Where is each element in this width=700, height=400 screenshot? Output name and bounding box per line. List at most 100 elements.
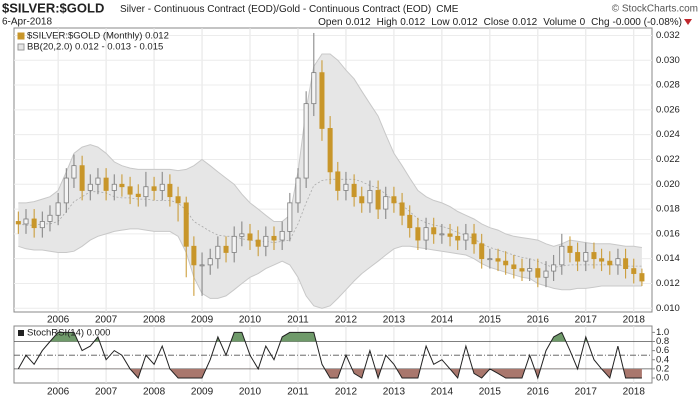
candle-body xyxy=(583,252,589,262)
x-tick-label: 2007 xyxy=(95,387,118,398)
quote-label: Open xyxy=(318,17,342,28)
candle-body xyxy=(495,258,501,262)
candle-body xyxy=(111,183,117,191)
candle-body xyxy=(511,264,517,269)
candle-body xyxy=(287,202,293,232)
x-tick-label: 2011 xyxy=(287,315,309,326)
candle-body xyxy=(135,193,141,198)
y-tick-label: 0.0 xyxy=(656,372,669,383)
candle-body xyxy=(335,171,341,191)
quote-label: Low xyxy=(431,17,450,28)
legend-entry: BB(20,2.0) 0.012 - 0.013 - 0.015 xyxy=(27,42,163,53)
y-tick-label: 0.026 xyxy=(656,104,680,115)
candle-body xyxy=(535,268,541,278)
x-tick-label: 2010 xyxy=(239,315,262,326)
x-tick-label: 2013 xyxy=(383,387,406,398)
y-tick-label: 0.028 xyxy=(656,80,680,91)
candle-body xyxy=(15,221,21,225)
quote-line: Open 0.012 High 0.012 Low 0.012 Close 0.012 Volu… xyxy=(318,17,682,28)
candle-body xyxy=(391,196,397,204)
y-tick-label: 0.014 xyxy=(656,253,680,264)
x-tick-label: 2013 xyxy=(383,315,406,326)
x-tick-label: 2011 xyxy=(287,387,309,398)
description: Silver - Continuous Contract (EOD)/Gold … xyxy=(120,4,459,15)
candle-body xyxy=(455,235,461,241)
candle-body xyxy=(271,235,277,241)
candle-body xyxy=(431,227,437,235)
candle-body xyxy=(559,245,565,266)
legend-entry: $SILVER:$GOLD (Monthly) 0.012 xyxy=(27,31,169,42)
legend-entry: StochRSI(14) 0.000 xyxy=(27,328,110,339)
candle-body xyxy=(551,264,557,272)
y-tick-label: 0.2 xyxy=(656,363,669,374)
x-tick-label: 2012 xyxy=(335,315,358,326)
candle-body xyxy=(63,177,69,204)
candle-body xyxy=(439,233,445,236)
symbol-title: $SILVER:$GOLD xyxy=(2,0,104,15)
x-tick-label: 2017 xyxy=(575,387,598,398)
x-tick-label: 2018 xyxy=(623,387,646,398)
y-tick-label: 0.6 xyxy=(656,345,669,356)
candle-body xyxy=(23,218,29,225)
candle-body xyxy=(543,270,549,278)
candle-body xyxy=(207,258,213,266)
quote-label: Chg xyxy=(591,17,609,28)
candle-body xyxy=(599,258,605,262)
candle-body xyxy=(367,190,373,204)
exchange: CME xyxy=(436,4,459,15)
candle-body xyxy=(575,252,581,262)
quote-value: 0.012 xyxy=(453,17,478,28)
quote-value: 0.012 xyxy=(346,17,371,28)
candle-body xyxy=(103,177,109,191)
candle-body xyxy=(471,233,477,245)
candle-body xyxy=(231,235,237,253)
y-tick-label: 0.022 xyxy=(656,154,680,165)
x-tick-label: 2009 xyxy=(191,315,214,326)
candle-body xyxy=(407,214,413,229)
candle-body xyxy=(423,227,429,241)
candle-body xyxy=(327,128,333,173)
candle-body xyxy=(623,258,629,269)
x-tick-label: 2012 xyxy=(335,387,358,398)
candle-body xyxy=(319,72,325,129)
candle-body xyxy=(127,186,133,195)
candle-body xyxy=(95,177,101,185)
candle-body xyxy=(191,245,197,266)
candle-body xyxy=(615,258,621,266)
legend-swatch xyxy=(18,330,24,336)
quote-label: Volume xyxy=(543,17,577,28)
y-tick-label: 0.012 xyxy=(656,278,680,289)
candle-body xyxy=(31,218,37,229)
x-tick-label: 2017 xyxy=(575,315,598,326)
legend-swatch xyxy=(17,43,25,51)
change-arrow xyxy=(684,19,692,25)
y-tick-label: 0.024 xyxy=(656,129,680,140)
candle-body xyxy=(607,260,613,266)
bb-upper-line xyxy=(18,53,642,248)
quote-value: 0.012 xyxy=(512,17,537,28)
candle-body xyxy=(479,243,485,260)
candle-body xyxy=(39,221,45,229)
x-tick-label: 2018 xyxy=(623,315,646,326)
candle-body xyxy=(503,260,509,266)
quote-value: 0.012 xyxy=(400,17,425,28)
candle-body xyxy=(399,202,405,216)
candle-body xyxy=(591,252,597,260)
candle-body xyxy=(151,186,157,191)
candle-body xyxy=(567,245,573,253)
candle-body xyxy=(255,239,261,247)
x-tick-label: 2009 xyxy=(191,387,214,398)
oversold-fill xyxy=(18,368,642,378)
quote-label: Close xyxy=(484,17,510,28)
candle-body xyxy=(199,264,205,267)
x-tick-label: 2006 xyxy=(47,387,70,398)
plot-area xyxy=(14,28,652,312)
y-tick-label: 1.0 xyxy=(656,327,669,338)
quote-value: 0 xyxy=(580,17,586,28)
candle-body xyxy=(487,258,493,261)
candle-body xyxy=(263,235,269,247)
candle-body xyxy=(359,196,365,204)
candle-body xyxy=(175,196,181,204)
y-tick-label: 0.030 xyxy=(656,55,680,66)
